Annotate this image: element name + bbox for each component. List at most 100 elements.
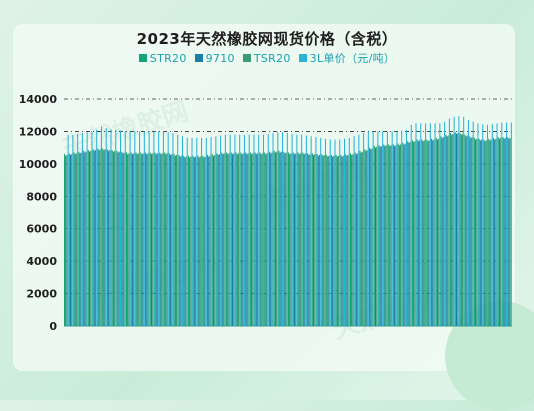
- bar-3l[interactable]: [258, 134, 260, 326]
- bar-tsr20[interactable]: [195, 156, 197, 326]
- bar-3l[interactable]: [382, 131, 384, 326]
- bar-str20[interactable]: [83, 150, 85, 326]
- bar-tsr20[interactable]: [171, 154, 173, 326]
- bar-tsr20[interactable]: [371, 148, 373, 326]
- bar-3l[interactable]: [139, 131, 141, 326]
- bar-9710[interactable]: [313, 154, 315, 326]
- bar-3l[interactable]: [115, 129, 117, 326]
- bar-tsr20[interactable]: [385, 145, 387, 326]
- bar-tsr20[interactable]: [442, 137, 444, 326]
- bar-tsr20[interactable]: [66, 154, 68, 326]
- bar-9710[interactable]: [141, 154, 143, 326]
- bar-str20[interactable]: [416, 139, 418, 326]
- bar-9710[interactable]: [236, 154, 238, 326]
- bar-3l[interactable]: [220, 135, 222, 326]
- bar-str20[interactable]: [435, 137, 437, 326]
- bar-tsr20[interactable]: [156, 153, 158, 326]
- bar-str20[interactable]: [154, 152, 156, 326]
- bar-str20[interactable]: [430, 138, 433, 326]
- bar-tsr20[interactable]: [166, 153, 168, 326]
- bar-3l[interactable]: [67, 134, 69, 326]
- bar-9710[interactable]: [117, 152, 119, 326]
- bar-tsr20[interactable]: [280, 151, 282, 326]
- bar-9710[interactable]: [370, 149, 372, 326]
- bar-str20[interactable]: [307, 153, 309, 326]
- bar-9710[interactable]: [341, 156, 343, 326]
- bar-str20[interactable]: [335, 154, 337, 326]
- bar-tsr20[interactable]: [304, 153, 306, 326]
- bar-9710[interactable]: [417, 141, 419, 326]
- bar-str20[interactable]: [454, 132, 456, 326]
- bar-str20[interactable]: [87, 150, 89, 326]
- bar-3l[interactable]: [277, 132, 279, 326]
- bar-3l[interactable]: [348, 137, 350, 326]
- bar-3l[interactable]: [496, 123, 498, 326]
- bar-9710[interactable]: [465, 136, 467, 326]
- bar-3l[interactable]: [110, 129, 112, 326]
- bar-str20[interactable]: [478, 138, 480, 326]
- bar-tsr20[interactable]: [276, 151, 278, 326]
- bar-9710[interactable]: [227, 154, 229, 326]
- bar-tsr20[interactable]: [128, 153, 130, 326]
- bar-tsr20[interactable]: [242, 153, 244, 326]
- bar-9710[interactable]: [317, 155, 319, 326]
- bar-str20[interactable]: [149, 152, 151, 326]
- bar-9710[interactable]: [217, 154, 219, 326]
- bar-str20[interactable]: [397, 143, 399, 326]
- bar-str20[interactable]: [283, 151, 285, 326]
- bar-3l[interactable]: [205, 137, 207, 326]
- bar-str20[interactable]: [407, 141, 409, 326]
- bar-tsr20[interactable]: [309, 154, 311, 326]
- bar-tsr20[interactable]: [266, 153, 268, 326]
- bar-tsr20[interactable]: [133, 153, 135, 326]
- bar-str20[interactable]: [73, 152, 75, 326]
- bar-9710[interactable]: [422, 141, 424, 326]
- bar-str20[interactable]: [459, 133, 461, 326]
- bar-tsr20[interactable]: [114, 150, 116, 326]
- bar-tsr20[interactable]: [404, 143, 406, 326]
- bar-3l[interactable]: [129, 131, 131, 326]
- bar-3l[interactable]: [320, 137, 322, 326]
- bar-tsr20[interactable]: [104, 149, 106, 326]
- bar-3l[interactable]: [120, 130, 122, 326]
- bar-3l[interactable]: [458, 116, 460, 327]
- bar-str20[interactable]: [230, 152, 232, 326]
- bar-str20[interactable]: [340, 154, 342, 326]
- bar-9710[interactable]: [232, 154, 234, 326]
- bar-str20[interactable]: [388, 144, 390, 326]
- bar-3l[interactable]: [201, 137, 203, 326]
- bar-str20[interactable]: [259, 152, 261, 326]
- bar-str20[interactable]: [173, 154, 175, 326]
- bar-9710[interactable]: [251, 154, 253, 326]
- bar-3l[interactable]: [77, 133, 79, 326]
- bar-str20[interactable]: [316, 154, 318, 326]
- bar-tsr20[interactable]: [380, 146, 382, 326]
- bar-3l[interactable]: [282, 132, 284, 326]
- bar-3l[interactable]: [181, 136, 183, 326]
- bar-3l[interactable]: [81, 133, 83, 326]
- bar-str20[interactable]: [378, 145, 380, 326]
- bar-tsr20[interactable]: [199, 156, 201, 326]
- bar-9710[interactable]: [503, 138, 505, 326]
- bar-tsr20[interactable]: [485, 140, 487, 326]
- bar-tsr20[interactable]: [333, 155, 335, 326]
- bar-9710[interactable]: [241, 154, 243, 326]
- bar-3l[interactable]: [286, 133, 288, 326]
- bar-3l[interactable]: [401, 130, 403, 326]
- legend-item-str20[interactable]: STR20: [138, 50, 187, 66]
- bar-str20[interactable]: [106, 149, 108, 326]
- bar-9710[interactable]: [460, 134, 462, 326]
- bar-9710[interactable]: [112, 151, 114, 326]
- bar-9710[interactable]: [274, 152, 276, 326]
- bar-tsr20[interactable]: [228, 153, 230, 326]
- bar-str20[interactable]: [183, 155, 185, 326]
- bar-str20[interactable]: [345, 154, 347, 326]
- bar-tsr20[interactable]: [409, 141, 411, 326]
- bar-str20[interactable]: [211, 154, 213, 326]
- bar-9710[interactable]: [298, 154, 300, 326]
- bar-str20[interactable]: [311, 153, 313, 326]
- bar-3l[interactable]: [296, 134, 298, 326]
- bar-3l[interactable]: [105, 128, 107, 326]
- bar-tsr20[interactable]: [347, 154, 349, 326]
- bar-str20[interactable]: [130, 152, 132, 326]
